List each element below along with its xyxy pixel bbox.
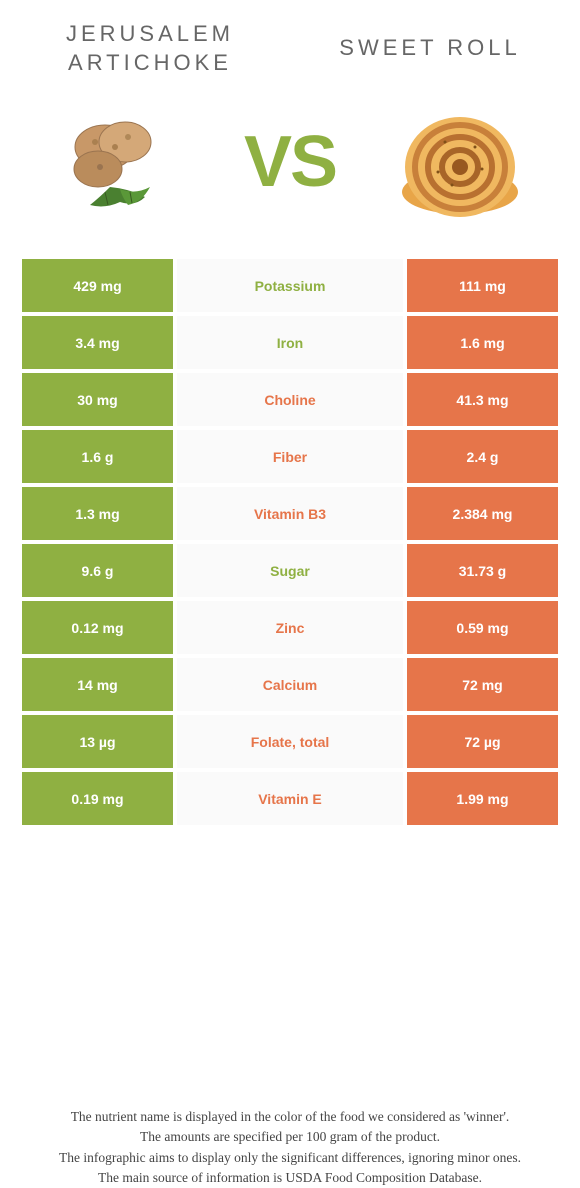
right-value: 72 mg [405, 656, 560, 713]
nutrient-table: 429 mgPotassium111 mg3.4 mgIron1.6 mg30 … [20, 257, 560, 827]
nutrient-name: Iron [175, 314, 405, 371]
table-row: 429 mgPotassium111 mg [20, 257, 560, 314]
nutrient-name: Zinc [175, 599, 405, 656]
left-value: 14 mg [20, 656, 175, 713]
table-row: 1.3 mgVitamin B32.384 mg [20, 485, 560, 542]
left-value: 3.4 mg [20, 314, 175, 371]
right-value: 111 mg [405, 257, 560, 314]
left-value: 1.6 g [20, 428, 175, 485]
right-value: 1.99 mg [405, 770, 560, 827]
right-value: 0.59 mg [405, 599, 560, 656]
footer-line: The amounts are specified per 100 gram o… [40, 1127, 540, 1147]
table-row: 1.6 gFiber2.4 g [20, 428, 560, 485]
nutrient-name: Choline [175, 371, 405, 428]
left-value: 30 mg [20, 371, 175, 428]
footer-line: The infographic aims to display only the… [40, 1148, 540, 1168]
left-value: 1.3 mg [20, 485, 175, 542]
nutrient-name: Vitamin B3 [175, 485, 405, 542]
footer-line: The nutrient name is displayed in the co… [40, 1107, 540, 1127]
right-food-title: Sweet roll [330, 34, 530, 63]
nutrient-name: Folate, total [175, 713, 405, 770]
right-value: 72 µg [405, 713, 560, 770]
nutrient-name: Fiber [175, 428, 405, 485]
footer-notes: The nutrient name is displayed in the co… [20, 1107, 560, 1188]
nutrient-name: Potassium [175, 257, 405, 314]
table-row: 14 mgCalcium72 mg [20, 656, 560, 713]
right-value: 2.4 g [405, 428, 560, 485]
left-value: 429 mg [20, 257, 175, 314]
footer-line: The main source of information is USDA F… [40, 1168, 540, 1188]
nutrient-name: Vitamin E [175, 770, 405, 827]
left-value: 9.6 g [20, 542, 175, 599]
right-value: 31.73 g [405, 542, 560, 599]
right-food-image [390, 97, 530, 227]
table-row: 30 mgCholine41.3 mg [20, 371, 560, 428]
left-value: 0.12 mg [20, 599, 175, 656]
right-value: 1.6 mg [405, 314, 560, 371]
table-row: 13 µgFolate, total72 µg [20, 713, 560, 770]
vs-label: VS [244, 121, 336, 203]
vs-section: VS [20, 97, 560, 227]
table-row: 0.12 mgZinc0.59 mg [20, 599, 560, 656]
header: Jerusalem artichoke Sweet roll [20, 20, 560, 77]
left-value: 13 µg [20, 713, 175, 770]
nutrient-name: Calcium [175, 656, 405, 713]
table-row: 0.19 mgVitamin E1.99 mg [20, 770, 560, 827]
right-value: 41.3 mg [405, 371, 560, 428]
left-food-image [50, 97, 190, 227]
left-food-title: Jerusalem artichoke [50, 20, 250, 77]
table-row: 3.4 mgIron1.6 mg [20, 314, 560, 371]
table-row: 9.6 gSugar31.73 g [20, 542, 560, 599]
left-value: 0.19 mg [20, 770, 175, 827]
nutrient-name: Sugar [175, 542, 405, 599]
right-value: 2.384 mg [405, 485, 560, 542]
